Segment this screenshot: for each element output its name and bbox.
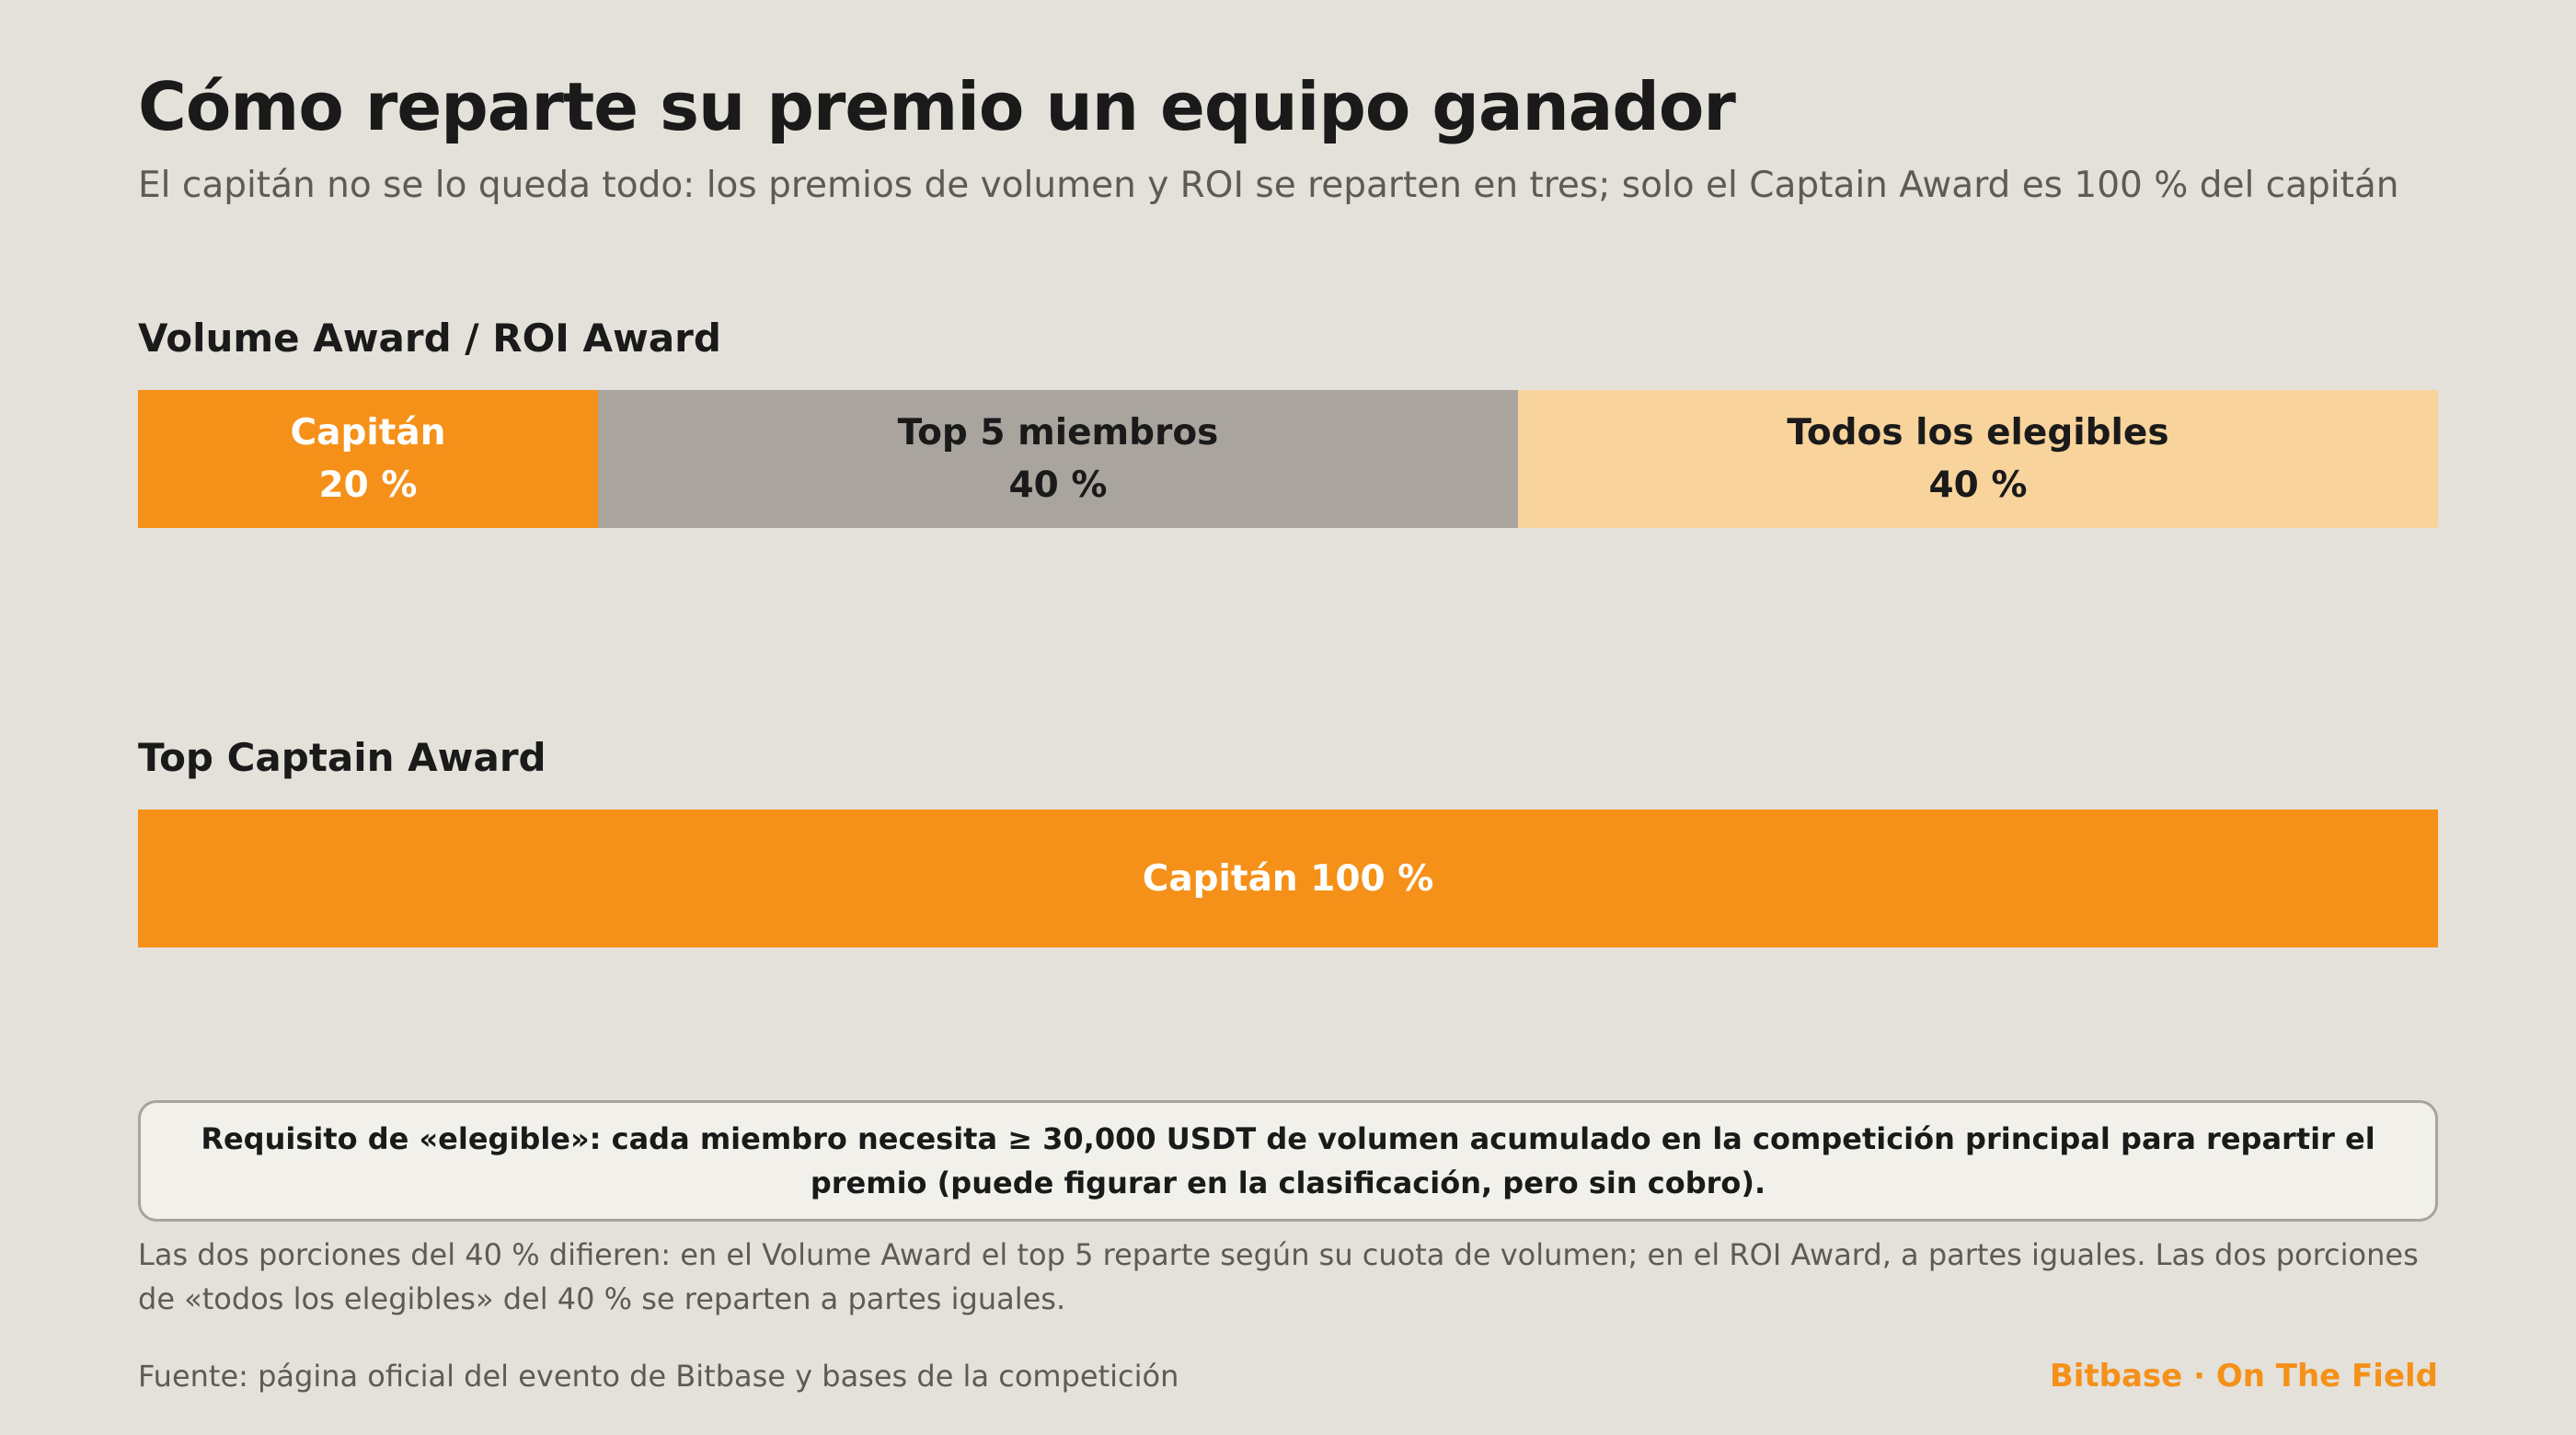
volume-roi-award-label: Volume Award / ROI Award	[138, 316, 721, 361]
bar-segment-value: 20 %	[318, 465, 418, 506]
bar-segment-0-0: Capitán 20 %	[138, 390, 598, 528]
brand-label: Bitbase · On The Field	[2049, 1358, 2438, 1395]
bar-segment-value: 40 %	[1928, 465, 2028, 506]
page-title: Cómo reparte su premio un equipo ganador	[138, 68, 1736, 145]
eligibility-note-text: Requisito de «elegible»: cada miembro ne…	[201, 1121, 2375, 1200]
source-credit: Fuente: página oficial del evento de Bit…	[138, 1359, 1179, 1394]
top-captain-award-label: Top Captain Award	[138, 735, 546, 780]
infographic: Cómo reparte su premio un equipo ganador…	[138, 0, 2438, 1435]
top-captain-award-bar: Capitán 100 %	[138, 809, 2438, 947]
volume-roi-award-bar: Capitán 20 % Top 5 miembros 40 % Todos los e…	[138, 390, 2438, 528]
footnote: Las dos porciones del 40 % difieren: en …	[138, 1237, 2419, 1316]
eligibility-note: Requisito de «elegible»: cada miembro ne…	[138, 1100, 2438, 1222]
bar-segment-0-2: Todos los elegibles 40 %	[1518, 390, 2438, 528]
bar-segment-label: Todos los elegibles	[1787, 412, 2169, 453]
bar-segment-label: Capitán 100 %	[1142, 857, 1434, 900]
bar-segment-label: Top 5 miembros	[897, 412, 1219, 453]
bar-segment-value: 40 %	[1008, 465, 1108, 506]
bar-segment-label: Capitán	[290, 412, 446, 453]
page-subtitle: El capitán no se lo queda todo: los prem…	[138, 165, 2399, 206]
bar-segment-1-0: Capitán 100 %	[138, 809, 2438, 947]
bar-segment-0-1: Top 5 miembros 40 %	[598, 390, 1518, 528]
